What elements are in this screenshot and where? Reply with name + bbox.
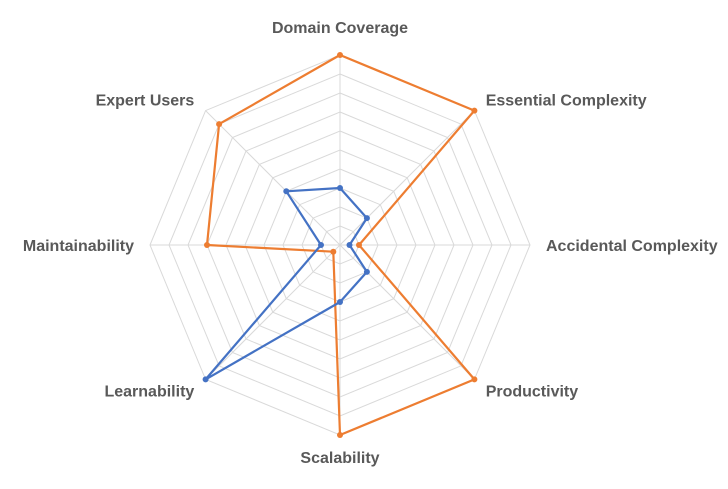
- axis-spoke: [339, 110, 475, 246]
- data-point: [337, 432, 343, 438]
- axis-label: Expert Users: [96, 92, 195, 109]
- series-1: [204, 52, 478, 438]
- data-point: [204, 242, 210, 248]
- axis-spoke: [339, 244, 475, 380]
- data-point: [346, 242, 353, 248]
- chart-series: [202, 52, 478, 438]
- data-point: [356, 242, 362, 248]
- axis-label: Scalability: [300, 450, 379, 467]
- axis-label: Productivity: [486, 384, 579, 401]
- data-point: [363, 215, 370, 222]
- axis-label: Accidental Complexity: [546, 238, 718, 255]
- data-point: [471, 376, 478, 383]
- series-line: [204, 186, 368, 381]
- data-point: [283, 188, 290, 195]
- axis-label: Maintainability: [23, 238, 134, 255]
- axis-label: Domain Coverage: [272, 20, 408, 37]
- series-2: [202, 185, 370, 383]
- data-point: [337, 185, 343, 191]
- data-point: [471, 107, 478, 114]
- data-point: [202, 376, 209, 383]
- axis-spoke: [205, 244, 341, 380]
- axis-label: Essential Complexity: [486, 92, 647, 109]
- axis-labels: Domain Coverage Essential Complexity Accid…: [23, 20, 718, 467]
- chart-grid: [149, 54, 531, 436]
- axis-spoke: [205, 110, 341, 246]
- data-point: [318, 242, 324, 248]
- data-point: [216, 121, 223, 128]
- data-point: [363, 268, 370, 275]
- axis-label: Learnability: [104, 384, 194, 401]
- data-point: [330, 248, 337, 255]
- data-point: [337, 52, 343, 58]
- data-point: [337, 299, 343, 305]
